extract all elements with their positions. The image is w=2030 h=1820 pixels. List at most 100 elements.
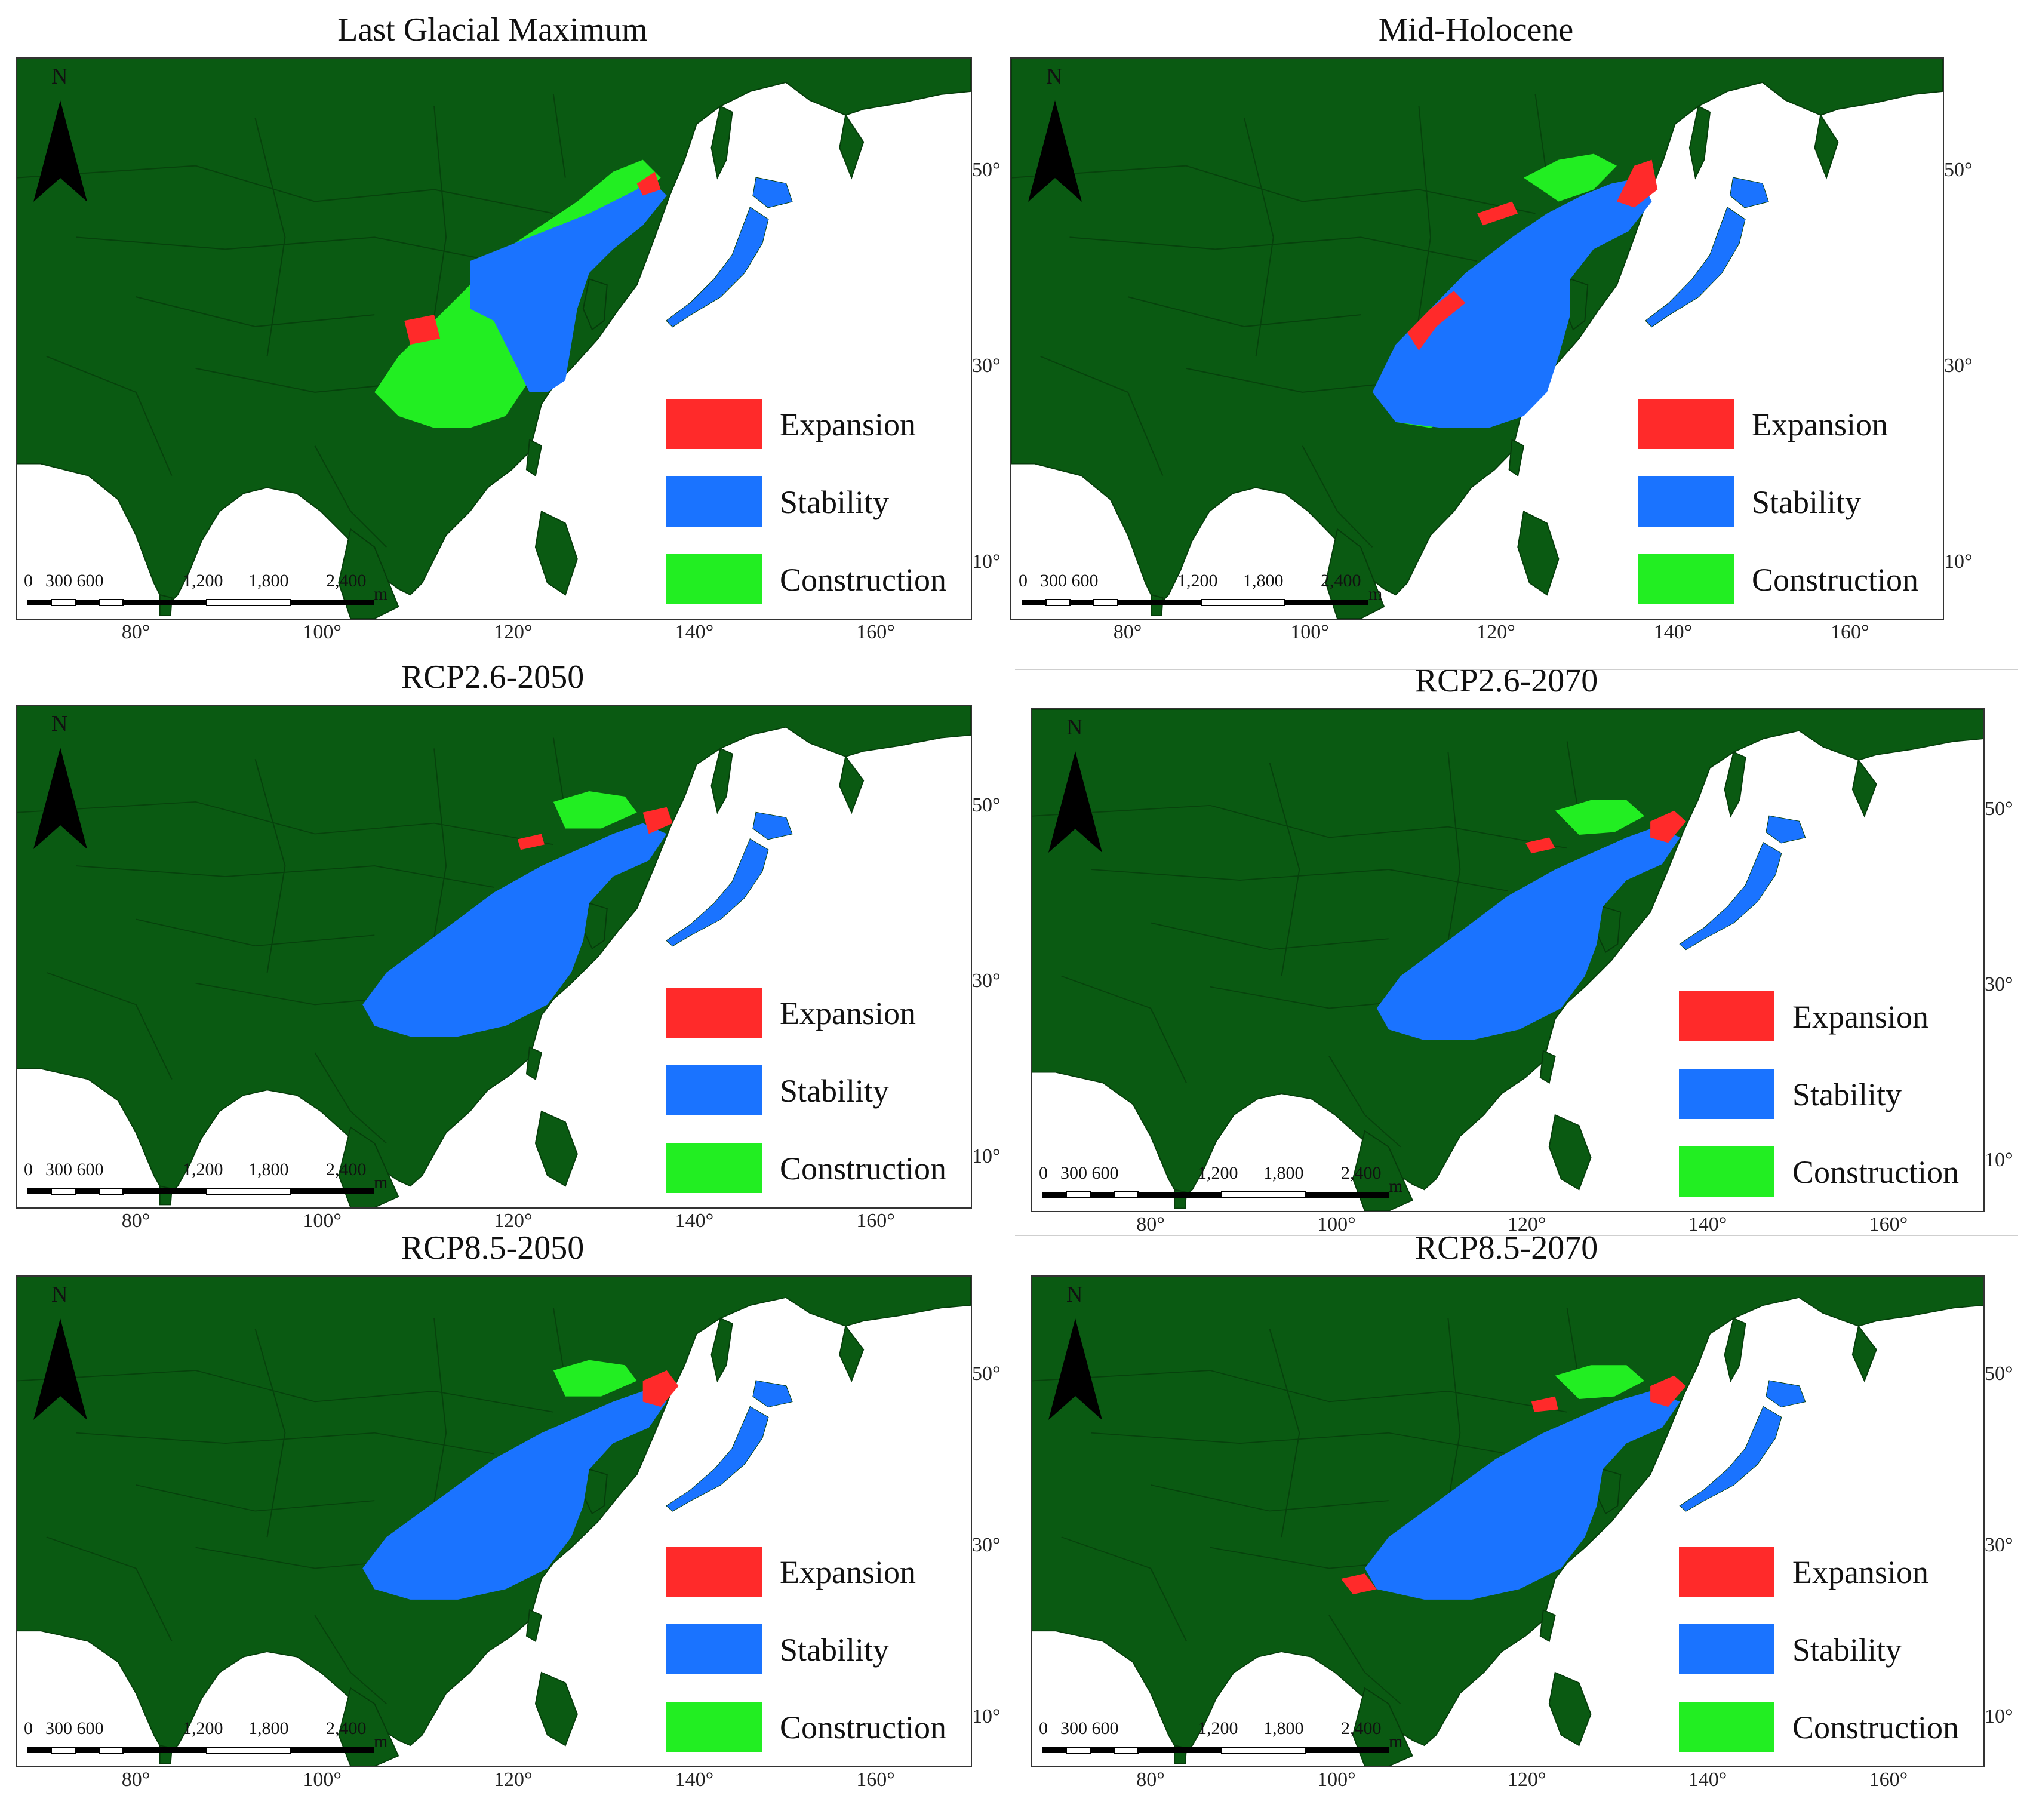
legend-label-expansion: Expansion: [780, 407, 916, 442]
longitude-label: 160°: [856, 1769, 895, 1791]
legend-label-construction: Construction: [780, 562, 946, 598]
land-mass: [1724, 751, 1746, 818]
latitude-label: 10°: [972, 551, 1001, 573]
legend-label-expansion: Expansion: [1752, 407, 1888, 442]
scale-label: 2,400: [326, 1160, 367, 1179]
land-mass: [1548, 1671, 1592, 1747]
north-label: N: [1046, 64, 1063, 89]
scale-label: m: [374, 1732, 388, 1751]
scale-label: 0: [24, 571, 33, 591]
longitude-label: 80°: [121, 1769, 150, 1791]
north-label: N: [1066, 1282, 1083, 1307]
stability-area-japan: [666, 177, 792, 327]
longitude-label: 160°: [856, 621, 895, 643]
expansion-area: [1525, 810, 1686, 854]
scale-bar: 0 300 600 1,200 1,800 2,400 m: [1016, 564, 1398, 617]
land-mass: [1539, 1050, 1556, 1084]
panel-title: RCP8.5-2050: [401, 1229, 585, 1266]
land-mass: [1688, 105, 1711, 180]
scale-label: 1,200: [183, 571, 223, 591]
scale-label: 2,400: [1341, 1163, 1382, 1183]
longitude-label: 160°: [856, 1210, 895, 1232]
land-mass: [710, 748, 733, 814]
latitude-label: 50°: [972, 794, 1001, 816]
land-mass: [582, 278, 608, 331]
scale-label: 1,800: [1263, 1163, 1304, 1183]
latitude-label: 50°: [1985, 1363, 2013, 1385]
scale-label: 1,800: [248, 571, 289, 591]
land-mass: [525, 439, 543, 477]
stability-area: [362, 823, 667, 1037]
map-panel: N Expansion Stability Construction 0 300 600 1…: [16, 1275, 972, 1767]
north-arrow-icon: [1042, 1277, 1108, 1432]
longitude-label: 80°: [121, 621, 150, 643]
stability-area: [1364, 1391, 1680, 1600]
legend-label-stability: Stability: [780, 484, 890, 520]
scale-label: 300 600: [1040, 571, 1099, 591]
longitude-label: 140°: [1688, 1769, 1727, 1791]
map-panel: N Expansion Stability Construction 0 300 600 1…: [1010, 57, 1944, 620]
expansion-area: [404, 171, 661, 345]
panel-title: Last Glacial Maximum: [337, 11, 648, 48]
scale-label: 1,800: [248, 1718, 289, 1738]
longitude-label: 100°: [1317, 1769, 1356, 1791]
legend-swatch-expansion: [1638, 399, 1734, 449]
longitude-label: 160°: [1869, 1769, 1908, 1791]
expansion-area: [1341, 1375, 1686, 1595]
scale-label: 0: [1039, 1163, 1048, 1183]
map-panel: N Expansion Stability Construction 0 300 600 1…: [1031, 1275, 1985, 1767]
north-arrow-icon: [27, 1277, 93, 1432]
land-mass: [1851, 758, 1877, 818]
legend-swatch-stability: [1679, 1624, 1774, 1674]
legend-swatch-stability: [666, 1065, 762, 1115]
scale-label: 1,800: [1243, 571, 1284, 591]
scale-label: m: [374, 584, 388, 604]
longitude-label: 140°: [1688, 1213, 1727, 1235]
legend-label-expansion: Expansion: [1792, 999, 1928, 1035]
longitude-label: 140°: [1653, 621, 1693, 643]
land-mass: [839, 113, 865, 180]
expansion-area: [1407, 159, 1658, 351]
longitude-label: 120°: [493, 1210, 533, 1232]
longitude-label: 80°: [1136, 1769, 1165, 1791]
longitude-label: 100°: [1317, 1213, 1356, 1235]
scale-label: m: [1368, 584, 1383, 604]
latitude-label: 50°: [972, 1363, 1001, 1385]
scale-bar: 0 300 600 1,200 1,800 2,400 m: [21, 1152, 404, 1206]
legend-label-construction: Construction: [780, 1151, 946, 1186]
legend: Expansion Stability Construction: [1638, 399, 1937, 614]
panel-divider: [1015, 669, 2018, 670]
legend-swatch-expansion: [1679, 1547, 1774, 1597]
map-panel: N Expansion Stability Construction 0 300 600 1…: [16, 705, 972, 1209]
scale-label: 0: [24, 1160, 33, 1179]
map-svg: [17, 706, 971, 1207]
legend-label-construction: Construction: [1792, 1710, 1959, 1745]
north-label: N: [51, 1282, 68, 1307]
expansion-area: [517, 807, 673, 850]
latitude-label: 10°: [972, 1145, 1001, 1167]
land-mass: [1517, 510, 1560, 596]
legend-swatch-stability: [1679, 1069, 1774, 1119]
latitude-label: 30°: [1944, 354, 1973, 377]
land-mass: [1539, 1609, 1556, 1643]
land-mass: [839, 1324, 865, 1383]
scale-label: 1,200: [1177, 571, 1218, 591]
legend: Expansion Stability Construction: [666, 1547, 965, 1761]
legend-swatch-expansion: [666, 1547, 762, 1597]
land-mass: [1508, 439, 1525, 477]
longitude-label: 80°: [121, 1210, 150, 1232]
latitude-label: 50°: [1944, 158, 1973, 181]
stability-area: [470, 177, 667, 392]
land-mass: [1325, 528, 1385, 619]
longitude-label: 140°: [675, 621, 714, 643]
stability-area-japan: [1680, 816, 1806, 950]
north-arrow-icon: [1022, 59, 1088, 214]
north-arrow-icon: [1042, 709, 1108, 865]
legend-label-stability: Stability: [1752, 484, 1862, 520]
admin-boundaries: [17, 737, 566, 1144]
longitude-label: 120°: [1507, 1213, 1546, 1235]
latitude-label: 30°: [972, 354, 1001, 377]
land-mass: [1814, 113, 1839, 180]
land-mass: [1548, 1114, 1592, 1191]
scale-bar: 0 300 600 1,200 1,800 2,400 m: [1036, 1156, 1419, 1210]
